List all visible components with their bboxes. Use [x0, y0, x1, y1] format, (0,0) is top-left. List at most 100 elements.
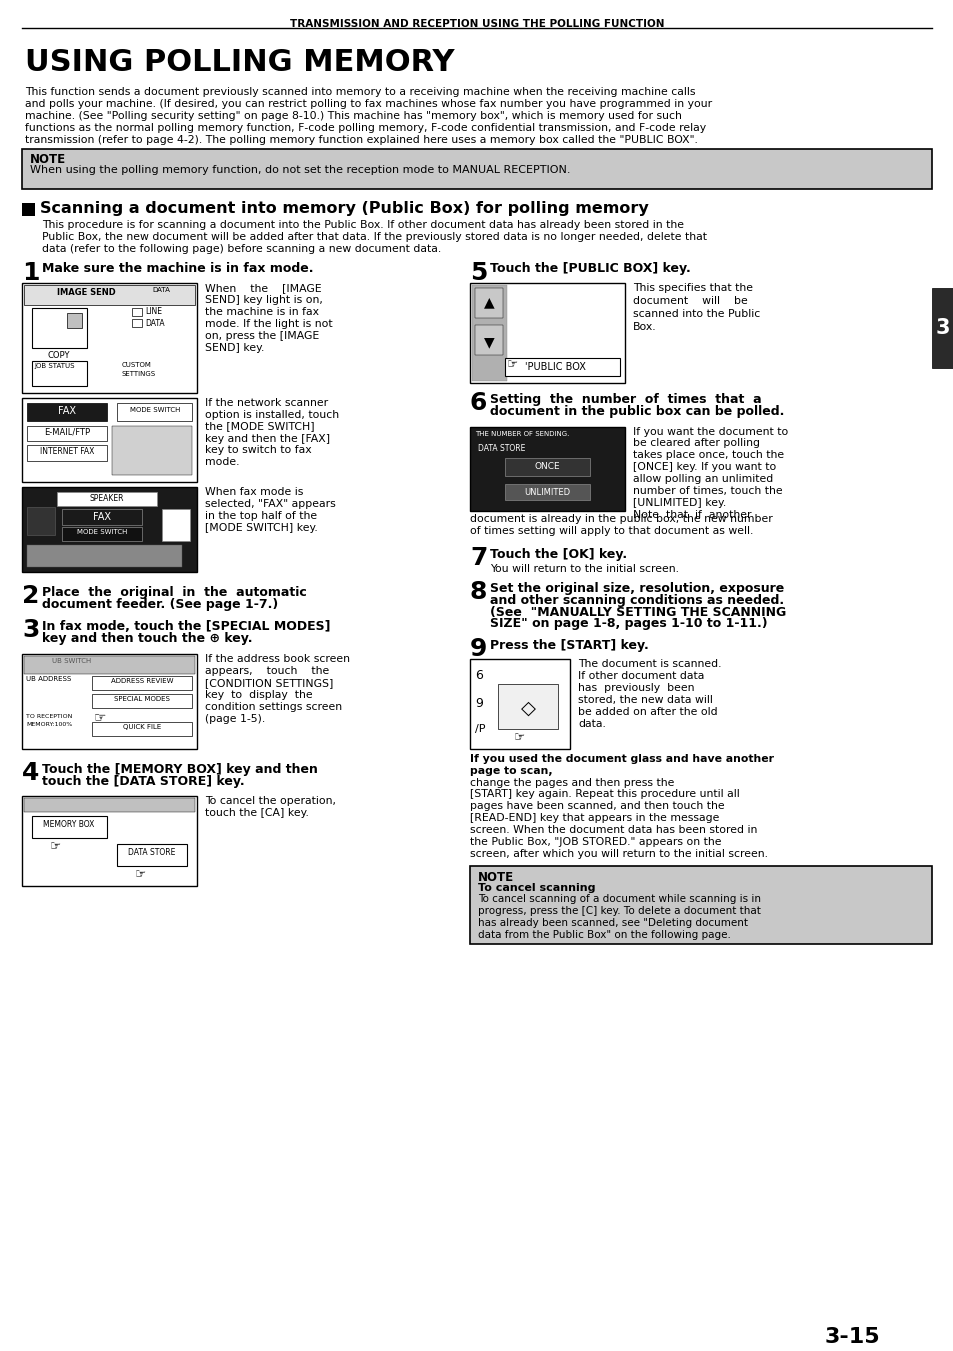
Bar — [470, 284, 624, 382]
Bar — [470, 659, 569, 748]
Text: selected, "FAX" appears: selected, "FAX" appears — [205, 499, 335, 509]
Text: DATA: DATA — [145, 319, 165, 328]
Text: QUICK FILE: QUICK FILE — [123, 724, 161, 730]
Text: DATA: DATA — [152, 288, 170, 293]
Text: SIZE" on page 1-8, pages 1-10 to 1-11.): SIZE" on page 1-8, pages 1-10 to 1-11.) — [490, 617, 767, 631]
Bar — [27, 507, 55, 535]
Text: When    the    [IMAGE: When the [IMAGE — [205, 284, 321, 293]
Text: ☞: ☞ — [50, 840, 61, 854]
Text: UNLIMITED: UNLIMITED — [523, 488, 570, 497]
Bar — [62, 509, 142, 526]
Bar — [117, 403, 192, 420]
Text: Touch the [PUBLIC BOX] key.: Touch the [PUBLIC BOX] key. — [490, 262, 690, 276]
Text: If the address book screen: If the address book screen — [205, 654, 350, 665]
Text: ☞: ☞ — [506, 358, 517, 372]
Text: FAX: FAX — [58, 405, 76, 416]
Text: and other scanning conditions as needed.: and other scanning conditions as needed. — [490, 593, 783, 607]
Text: ▼: ▼ — [483, 335, 494, 349]
Text: mode. If the light is not: mode. If the light is not — [205, 319, 333, 330]
Text: MODE SWITCH: MODE SWITCH — [130, 407, 180, 412]
Text: LINE: LINE — [145, 307, 162, 316]
Text: INTERNET FAX: INTERNET FAX — [40, 447, 94, 457]
Text: Press the [START] key.: Press the [START] key. — [490, 639, 648, 653]
Text: /P: /P — [475, 724, 485, 734]
Text: the machine is in fax: the machine is in fax — [205, 307, 318, 317]
Bar — [27, 446, 107, 461]
Text: MEMORY:100%: MEMORY:100% — [26, 721, 72, 727]
Text: ☞: ☞ — [135, 869, 146, 881]
Text: [UNLIMITED] key.: [UNLIMITED] key. — [633, 499, 725, 508]
Text: key to switch to fax: key to switch to fax — [205, 446, 312, 455]
Text: takes place once, touch the: takes place once, touch the — [633, 450, 783, 461]
Text: SEND] key light is on,: SEND] key light is on, — [205, 296, 322, 305]
Text: If other document data: If other document data — [578, 671, 703, 681]
Text: ◇: ◇ — [520, 698, 535, 717]
Text: JOB STATUS: JOB STATUS — [34, 363, 74, 369]
Bar — [112, 426, 192, 476]
Bar — [470, 866, 931, 943]
Text: Touch the [MEMORY BOX] key and then: Touch the [MEMORY BOX] key and then — [42, 763, 317, 775]
Text: 3-15: 3-15 — [823, 1328, 879, 1347]
Text: Setting  the  number  of  times  that  a: Setting the number of times that a — [490, 393, 760, 405]
Bar — [32, 361, 87, 386]
Text: of times setting will apply to that document as well.: of times setting will apply to that docu… — [470, 526, 753, 536]
Bar — [162, 509, 190, 540]
Bar — [32, 308, 87, 349]
Text: mode.: mode. — [205, 458, 239, 467]
Text: ☞: ☞ — [94, 709, 107, 724]
Text: This specifies that the: This specifies that the — [633, 284, 752, 293]
Bar — [24, 798, 194, 812]
Text: document is already in the public box, the new number: document is already in the public box, t… — [470, 515, 772, 524]
Bar — [67, 313, 82, 328]
Text: To cancel the operation,: To cancel the operation, — [205, 797, 335, 807]
Text: CUSTOM: CUSTOM — [122, 362, 152, 367]
Text: be cleared after polling: be cleared after polling — [633, 439, 760, 449]
Bar — [504, 458, 589, 477]
Text: transmission (refer to page 4-2). The polling memory function explained here use: transmission (refer to page 4-2). The po… — [25, 135, 698, 145]
Text: DATA STORE: DATA STORE — [477, 444, 525, 454]
Bar — [24, 285, 194, 305]
Bar — [22, 797, 196, 886]
Text: 'PUBLIC BOX: 'PUBLIC BOX — [524, 362, 585, 372]
Text: The document is scanned.: The document is scanned. — [578, 659, 720, 669]
Text: Public Box, the new document will be added after that data. If the previously st: Public Box, the new document will be add… — [42, 231, 706, 242]
Bar — [470, 427, 624, 511]
Text: To cancel scanning: To cancel scanning — [477, 884, 595, 893]
Text: (page 1-5).: (page 1-5). — [205, 713, 265, 724]
Text: document feeder. (See page 1-7.): document feeder. (See page 1-7.) — [42, 597, 278, 611]
Text: condition settings screen: condition settings screen — [205, 703, 342, 712]
Bar — [22, 284, 196, 393]
Text: number of times, touch the: number of times, touch the — [633, 486, 781, 496]
Text: progress, press the [C] key. To delete a document that: progress, press the [C] key. To delete a… — [477, 905, 760, 916]
Bar — [117, 844, 187, 866]
Text: document    will    be: document will be — [633, 296, 747, 307]
Text: 6: 6 — [475, 669, 482, 682]
Text: 2: 2 — [22, 584, 39, 608]
Text: allow polling an unlimited: allow polling an unlimited — [633, 474, 773, 484]
Text: the [MODE SWITCH]: the [MODE SWITCH] — [205, 422, 314, 431]
Bar — [475, 326, 502, 355]
Text: NOTE: NOTE — [477, 871, 514, 884]
Text: When fax mode is: When fax mode is — [205, 488, 303, 497]
Text: screen. When the document data has been stored in: screen. When the document data has been … — [470, 825, 757, 835]
Bar — [504, 358, 619, 376]
Text: option is installed, touch: option is installed, touch — [205, 409, 338, 420]
Text: page to scan,: page to scan, — [470, 766, 552, 775]
Text: Note  that  if  another: Note that if another — [633, 511, 751, 520]
Text: Scanning a document into memory (Public Box) for polling memory: Scanning a document into memory (Public … — [40, 201, 648, 216]
Bar — [22, 203, 35, 216]
Bar — [27, 544, 182, 567]
Text: If you want the document to: If you want the document to — [633, 427, 787, 436]
Bar — [91, 694, 192, 708]
Bar — [91, 721, 192, 736]
Text: ONCE: ONCE — [534, 462, 559, 471]
Text: If you used the document glass and have another: If you used the document glass and have … — [470, 754, 773, 763]
Text: data from the Public Box" on the following page.: data from the Public Box" on the followi… — [477, 929, 730, 940]
Bar — [27, 403, 107, 420]
Text: key and then touch the ⊕ key.: key and then touch the ⊕ key. — [42, 632, 253, 646]
Text: pages have been scanned, and then touch the: pages have been scanned, and then touch … — [470, 801, 724, 812]
Bar — [27, 426, 107, 442]
Text: SETTINGS: SETTINGS — [122, 372, 156, 377]
Text: [START] key again. Repeat this procedure until all: [START] key again. Repeat this procedure… — [470, 789, 739, 800]
Text: In fax mode, touch the [SPECIAL MODES]: In fax mode, touch the [SPECIAL MODES] — [42, 620, 330, 634]
